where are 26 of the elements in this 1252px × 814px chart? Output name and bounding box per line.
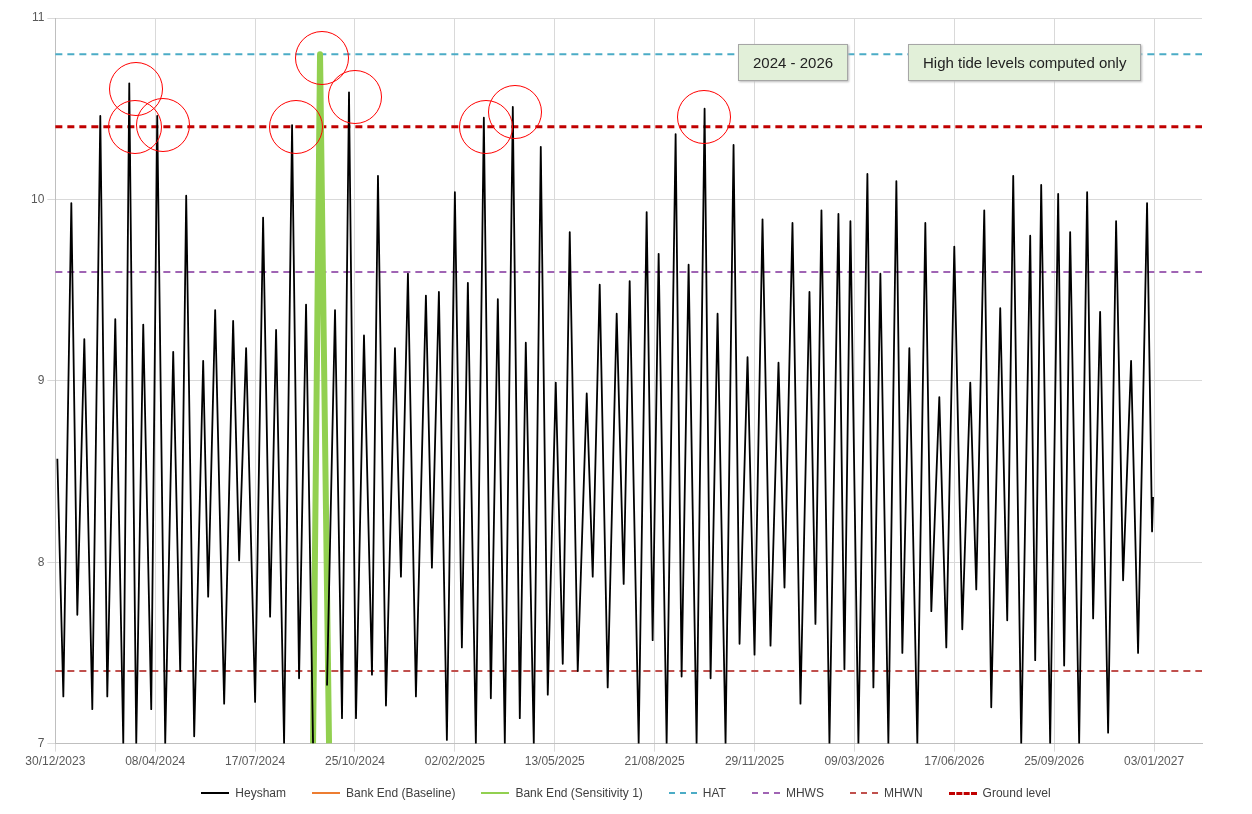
x-tick-label: 03/01/2027 <box>1124 754 1185 769</box>
x-tick-label: 30/12/2023 <box>25 754 86 769</box>
x-tick-label: 25/09/2026 <box>1024 754 1085 769</box>
x-tick-label: 17/06/2026 <box>924 754 985 769</box>
x-tick-label: 09/03/2026 <box>824 754 885 769</box>
x-tick-label: 13/05/2025 <box>524 754 586 769</box>
y-tick-label: 10 <box>30 191 45 206</box>
x-tick-label: 25/10/2024 <box>324 754 386 769</box>
legend-label: Heysham <box>235 786 287 800</box>
y-tick-label: 8 <box>37 554 45 569</box>
y-tick-label: 7 <box>37 735 45 750</box>
x-tick-label: 08/04/2024 <box>125 754 186 769</box>
legend-label: Bank End (Sensitivity 1) <box>515 786 643 800</box>
legend-label: Ground level <box>982 786 1051 800</box>
legend-label: MHWS <box>785 786 824 800</box>
annotation: High tide levels computed only <box>908 44 1142 81</box>
y-tick-label: 9 <box>37 373 45 388</box>
x-tick-label: 29/11/2025 <box>724 754 785 769</box>
x-tick-label: 21/08/2025 <box>624 754 685 769</box>
legend-label: Bank End (Baseline) <box>346 786 456 800</box>
y-tick-label: 11 <box>31 10 45 25</box>
annotation: 2024 - 2026 <box>738 44 849 81</box>
legend-label: HAT <box>702 786 726 800</box>
x-tick-label: 02/02/2025 <box>424 754 486 769</box>
x-tick-label: 17/07/2024 <box>225 754 286 769</box>
legend-label: MHWN <box>883 786 923 800</box>
